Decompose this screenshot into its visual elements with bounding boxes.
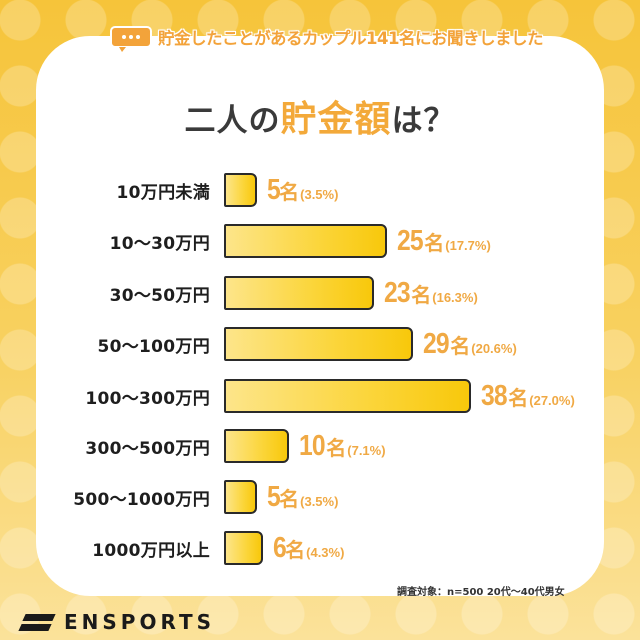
value-label: 23 名 (16.3%) — [384, 275, 478, 311]
chart-row: 10〜30万円 25 名 (17.7%) — [0, 223, 640, 259]
chart-row: 300〜500万円 10 名 (7.1%) — [0, 428, 640, 464]
value-label: 38 名 (27.0%) — [481, 378, 575, 414]
title-prefix: 二人の — [184, 103, 281, 139]
title-accent: 貯金額 — [280, 99, 392, 140]
count-value: 5 — [267, 174, 281, 206]
percentage-value: (17.7%) — [445, 238, 491, 253]
percentage-value: (20.6%) — [471, 341, 517, 356]
percentage-value: (16.3%) — [432, 290, 478, 305]
count-unit: 名 — [411, 283, 432, 307]
bar — [224, 379, 471, 413]
value-label: 6 名 (4.3%) — [273, 530, 344, 566]
ensports-logo-icon — [18, 612, 56, 632]
category-label: 500〜1000万円 — [73, 489, 210, 510]
title-suffix: は？ — [391, 103, 456, 139]
category-label: 10〜30万円 — [109, 233, 210, 254]
bar — [224, 429, 289, 463]
category-label: 1000万円以上 — [92, 540, 210, 561]
chart-row: 30〜50万円 23 名 (16.3%) — [0, 275, 640, 311]
category-label: 10万円未満 — [116, 182, 210, 203]
percentage-value: (7.1%) — [347, 443, 386, 458]
count-value: 6 — [273, 532, 287, 564]
bar — [224, 224, 387, 258]
count-unit: 名 — [424, 231, 445, 255]
logo-text: ENSPORTS — [64, 610, 216, 634]
bar — [224, 327, 413, 361]
count-value: 5 — [267, 481, 281, 513]
percentage-value: (3.5%) — [300, 187, 339, 202]
banner-text: 貯金したことがあるカップル141名にお聞きしました — [158, 29, 543, 48]
count-unit: 名 — [450, 334, 471, 358]
category-label: 100〜300万円 — [85, 388, 210, 409]
count-unit: 名 — [285, 538, 306, 562]
category-label: 50〜100万円 — [97, 336, 210, 357]
percentage-value: (4.3%) — [306, 545, 345, 560]
bar — [224, 173, 257, 207]
count-value: 10 — [299, 430, 326, 462]
bar — [224, 276, 374, 310]
count-unit: 名 — [326, 436, 347, 460]
value-label: 29 名 (20.6%) — [423, 326, 517, 362]
content-card — [36, 36, 604, 596]
value-label: 10 名 (7.1%) — [299, 428, 386, 464]
value-label: 5 名 (3.5%) — [267, 479, 338, 515]
brand-logo: ENSPORTS — [18, 610, 215, 634]
count-unit: 名 — [279, 180, 300, 204]
count-value: 23 — [384, 277, 411, 309]
count-value: 38 — [481, 380, 508, 412]
count-value: 25 — [397, 225, 424, 257]
percentage-value: (3.5%) — [300, 494, 339, 509]
chart-title: 二人の貯金額は？ — [0, 90, 640, 142]
bar — [224, 480, 257, 514]
value-label: 5 名 (3.5%) — [267, 172, 338, 208]
value-label: 25 名 (17.7%) — [397, 223, 491, 259]
category-label: 300〜500万円 — [85, 438, 210, 459]
chart-row: 500〜1000万円 5 名 (3.5%) — [0, 479, 640, 515]
chart-row: 50〜100万円 29 名 (20.6%) — [0, 326, 640, 362]
bar — [224, 531, 263, 565]
category-label: 30〜50万円 — [109, 285, 210, 306]
count-unit: 名 — [508, 386, 529, 410]
percentage-value: (27.0%) — [529, 393, 575, 408]
survey-note: 調査対象：n=500 20代〜40代男女 — [397, 587, 565, 598]
chart-row: 100〜300万円 38 名 (27.0%) — [0, 378, 640, 414]
chart-row: 1000万円以上 6 名 (4.3%) — [0, 530, 640, 566]
count-unit: 名 — [279, 487, 300, 511]
count-value: 29 — [423, 328, 450, 360]
survey-banner: 貯金したことがあるカップル141名にお聞きしました — [110, 24, 543, 52]
chart-row: 10万円未満 5 名 (3.5%) — [0, 172, 640, 208]
speech-bubble-icon — [110, 26, 152, 52]
